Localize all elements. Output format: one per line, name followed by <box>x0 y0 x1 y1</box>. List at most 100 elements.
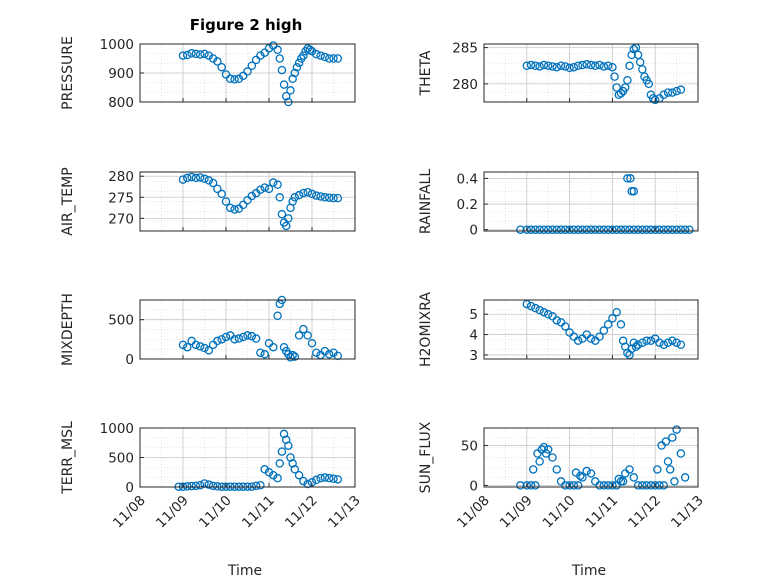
data-point <box>629 225 639 234</box>
data-point <box>299 51 308 60</box>
data-point <box>195 342 205 351</box>
data-point <box>653 465 662 474</box>
data-points <box>178 172 343 231</box>
data-point <box>610 72 619 81</box>
data-points <box>178 41 343 107</box>
data-point <box>324 54 334 63</box>
data-point <box>284 214 293 223</box>
data-point <box>307 339 317 348</box>
data-point <box>191 340 201 350</box>
data-point <box>316 192 325 201</box>
data-point <box>573 225 583 234</box>
data-point <box>243 195 252 205</box>
data-point <box>680 225 690 234</box>
data-point <box>221 197 231 206</box>
data-point <box>578 225 587 234</box>
data-point <box>663 338 673 347</box>
data-point <box>668 433 677 442</box>
data-point <box>234 74 244 84</box>
data-point <box>279 80 289 89</box>
data-point <box>269 41 278 50</box>
data-point <box>526 301 536 311</box>
data-point <box>526 481 536 490</box>
subplot-grid: 800 900 1000 PRESSURE 280 285 THETA 270 275 280 AI… <box>60 36 707 531</box>
axes-box <box>483 43 699 103</box>
data-point <box>565 225 574 234</box>
y-axis-label: RAINFALL <box>418 169 434 234</box>
data-point <box>329 54 338 63</box>
data-point <box>204 51 214 60</box>
data-point <box>292 62 302 72</box>
data-point <box>591 61 600 71</box>
data-point <box>531 303 540 313</box>
data-point <box>629 186 639 196</box>
y-tick-label: 4 <box>469 328 478 344</box>
data-point <box>535 305 544 315</box>
y-axis-label: H2OMIXRA <box>418 292 434 367</box>
data-point <box>556 61 566 71</box>
data-point <box>191 481 201 491</box>
data-point <box>522 481 532 490</box>
data-point <box>565 63 574 73</box>
data-point <box>616 320 626 329</box>
data-point <box>642 225 651 234</box>
data-point <box>676 85 686 94</box>
data-point <box>626 174 635 183</box>
data-point <box>561 62 570 71</box>
data-point <box>646 225 656 234</box>
data-point <box>676 340 686 350</box>
data-point <box>178 340 188 350</box>
data-point <box>191 49 201 59</box>
data-point <box>539 225 549 234</box>
data-point <box>655 225 664 234</box>
data-point <box>595 60 604 70</box>
data-point <box>277 447 287 456</box>
data-point <box>603 61 613 71</box>
data-point <box>243 331 252 340</box>
y-tick-label: 280 <box>452 77 478 93</box>
data-point <box>221 332 231 342</box>
data-point <box>659 225 669 234</box>
data-point <box>217 335 226 344</box>
data-point <box>608 481 617 490</box>
data-point <box>303 187 312 197</box>
data-point <box>256 348 265 357</box>
data-point <box>531 481 540 490</box>
plot-area <box>484 172 698 231</box>
data-point <box>303 331 312 340</box>
data-point <box>595 332 604 341</box>
data-point <box>290 352 300 361</box>
data-point <box>324 473 334 483</box>
data-point <box>260 350 269 359</box>
data-point <box>294 190 304 200</box>
data-point <box>612 225 621 234</box>
data-point <box>256 51 265 60</box>
data-point <box>213 336 222 346</box>
data-point <box>269 342 278 352</box>
data-point <box>548 225 557 234</box>
data-point <box>599 62 609 71</box>
data-point <box>642 481 651 490</box>
data-point <box>251 481 261 491</box>
y-tick-label: 500 <box>108 313 134 329</box>
data-point <box>552 316 562 325</box>
data-point <box>668 336 677 345</box>
data-point <box>603 320 613 329</box>
data-point <box>273 473 282 483</box>
data-point <box>324 193 334 202</box>
data-point <box>294 331 304 340</box>
data-point <box>595 481 604 490</box>
data-point <box>543 225 553 234</box>
data-point <box>578 60 587 70</box>
plot-area <box>484 428 698 487</box>
data-point <box>535 62 544 71</box>
data-point <box>187 481 196 491</box>
data-point <box>275 459 284 468</box>
data-point <box>183 482 192 491</box>
data-point <box>608 62 617 72</box>
data-point <box>178 175 188 184</box>
data-point <box>238 200 248 210</box>
data-points <box>516 174 694 234</box>
data-point <box>516 225 525 234</box>
